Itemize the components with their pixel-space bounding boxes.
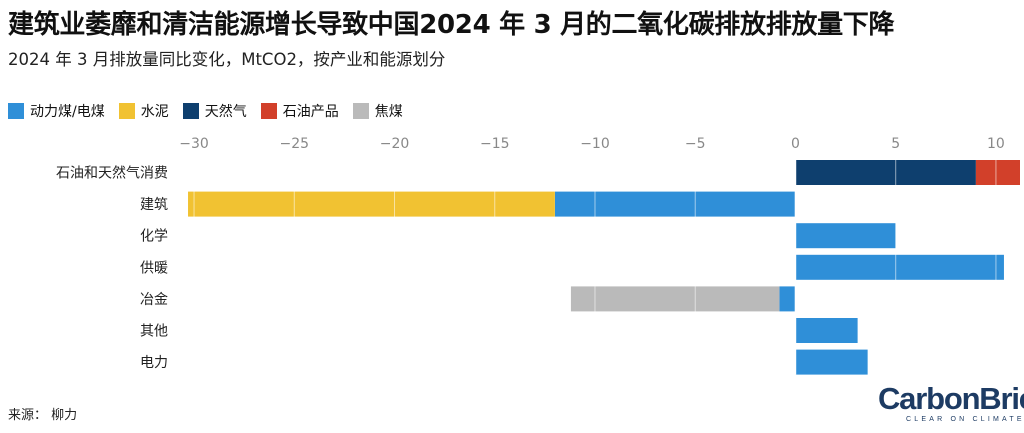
x-tick-label: −15 [480, 136, 510, 152]
legend-item-2: 天然气 [182, 101, 247, 121]
bar-segment [975, 160, 1020, 185]
x-tick-label: 0 [791, 136, 800, 152]
chart-subtitle: 2024 年 3 月排放量同比变化，MtCO2，按产业和能源划分 [8, 50, 446, 69]
x-tick-label: −10 [580, 136, 610, 152]
category-label: 供暖 [140, 260, 168, 276]
category-label: 石油和天然气消费 [56, 165, 168, 182]
category-label: 电力 [140, 355, 168, 371]
x-tick-label: −30 [179, 136, 209, 152]
legend-swatch [260, 103, 277, 119]
logo-wordmark: CarbonBrief [878, 381, 1024, 416]
x-tick-label: 10 [987, 136, 1005, 152]
legend-swatch [182, 103, 199, 119]
legend-swatch [352, 103, 369, 119]
bar-segment [795, 223, 896, 249]
legend-label: 动力煤/电煤 [30, 104, 105, 120]
bar-segment [795, 318, 858, 343]
source-note: 来源： 柳力 [8, 408, 78, 423]
category-label: 其他 [140, 324, 168, 340]
bar-segment [554, 191, 796, 217]
legend-item-4: 焦煤 [352, 101, 403, 121]
bar-segment [795, 160, 976, 185]
category-label: 建筑 [140, 197, 168, 213]
legend-label: 天然气 [204, 104, 247, 120]
legend-swatch [8, 103, 24, 119]
legend-label: 水泥 [140, 104, 169, 120]
x-tick-label: −5 [685, 136, 706, 152]
legend-label: 石油产品 [282, 104, 339, 120]
x-tick-label: 5 [891, 136, 900, 152]
logo-tagline: CLEAR ON CLIMATE [906, 416, 1024, 423]
legend-item-0: 动力煤/电煤 [8, 101, 105, 121]
bar-segment [795, 349, 868, 375]
carbonbrief-logo: CarbonBrief CLEAR ON CLIMATE [878, 381, 1024, 424]
category-label: 冶金 [140, 292, 168, 308]
bar-segment [779, 286, 796, 312]
legend-swatch [118, 103, 135, 119]
legend-label: 焦煤 [374, 104, 403, 120]
x-tick-label: −20 [380, 136, 410, 152]
legend: 动力煤/电煤 水泥 天然气 石油产品 焦煤 [8, 101, 417, 121]
x-tick-label: −25 [280, 136, 310, 152]
category-label: 化学 [140, 229, 168, 245]
bar-segment [188, 191, 555, 217]
legend-item-3: 石油产品 [260, 101, 339, 121]
chart-title: 建筑业萎靡和清洁能源增长导致中国2024 年 3 月的二氧化碳排放排放量下降 [8, 10, 895, 40]
legend-item-1: 水泥 [118, 101, 169, 121]
bar-segment [570, 286, 780, 312]
bar-segment [795, 254, 1004, 280]
